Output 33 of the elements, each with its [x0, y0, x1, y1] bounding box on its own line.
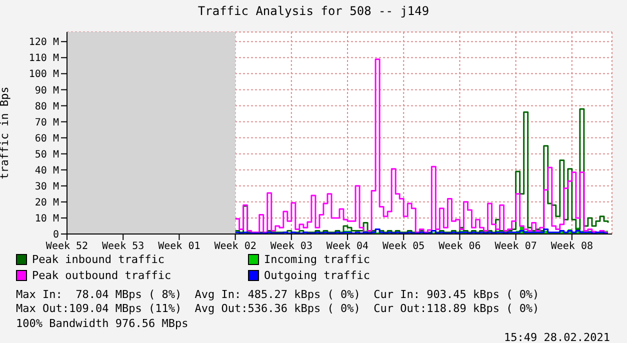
y-tick-label: 110 M [28, 53, 59, 64]
y-tick-label: 0 [52, 230, 59, 241]
y-tick-label: 80 M [34, 101, 59, 112]
x-tick-label: Week 07 [494, 241, 537, 252]
y-tick-label: 10 M [34, 214, 59, 225]
y-tick-label: 30 M [34, 181, 59, 192]
text: Max In: 78.04 MBps ( 8%) Avg In: 485.27 kBps ( 0%) Cur In: 903.45 kBps ( 0%) [16, 288, 540, 301]
legend-label: Peak outbound traffic [32, 268, 172, 282]
legend-label: Peak inbound traffic [32, 252, 164, 266]
y-tick-label: 90 M [34, 85, 59, 96]
y-tick-label: 70 M [34, 117, 59, 128]
y-tick-label: 60 M [34, 133, 59, 144]
x-tick-label: Week 01 [158, 241, 200, 252]
text: 100% Bandwidth 976.56 MBps [16, 316, 190, 330]
y-tick-label: 40 M [34, 165, 59, 176]
x-tick-label: Week 02 [214, 241, 256, 252]
chart-title: Traffic Analysis for 508 -- j149 [196, 4, 430, 18]
x-tick-label: Week 53 [102, 241, 144, 252]
legend-label: Incoming traffic [264, 252, 370, 266]
text: 15:49 28.02.2021 [503, 330, 610, 343]
y-tick-label: 20 M [34, 197, 59, 208]
legend-label: Outgoing traffic [264, 268, 370, 282]
x-tick-label: Week 03 [270, 241, 312, 252]
y-axis-title: traffic in Bps [0, 86, 11, 180]
y-tick-label: 100 M [28, 69, 59, 80]
x-tick-label: Week 04 [326, 241, 369, 252]
y-tick-label: 120 M [28, 37, 59, 48]
text: Max Out:109.04 MBps (11%) Avg Out:536.36 kBps ( 0%) Cur Out:118.89 kBps ( 0%) [16, 302, 540, 316]
x-tick-label: Week 08 [550, 241, 594, 252]
x-tick-label: Week 52 [46, 241, 88, 252]
x-tick-label: Week 05 [382, 241, 425, 252]
y-tick-label: 50 M [34, 149, 59, 160]
x-tick-label: Week 06 [438, 241, 481, 252]
